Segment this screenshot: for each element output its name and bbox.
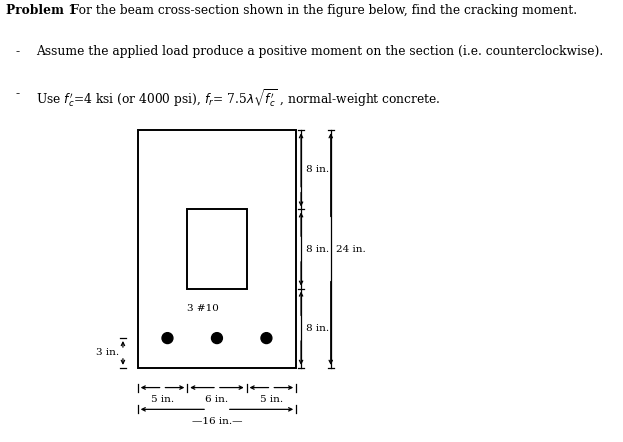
Text: For the beam cross-section shown in the figure below, find the cracking moment.: For the beam cross-section shown in the …	[67, 4, 577, 17]
Text: 5 in.: 5 in.	[260, 396, 283, 404]
Text: —16 in.—: —16 in.—	[192, 417, 242, 426]
Text: 3 #10: 3 #10	[188, 305, 219, 313]
Text: Use $f_c'$=4 ksi (or 4000 psi), $f_r$= 7.5$\lambda\sqrt{f_c'}$ , normal-weight c: Use $f_c'$=4 ksi (or 4000 psi), $f_r$= 7…	[36, 87, 440, 109]
Text: 8 in.: 8 in.	[306, 244, 329, 254]
Text: 8 in.: 8 in.	[306, 324, 329, 333]
Circle shape	[211, 333, 222, 343]
Text: 6 in.: 6 in.	[206, 396, 229, 404]
Bar	[138, 130, 296, 368]
Circle shape	[162, 333, 173, 343]
Text: Problem 1: Problem 1	[6, 4, 77, 17]
Text: 3 in.: 3 in.	[96, 348, 119, 358]
Text: -: -	[16, 45, 19, 58]
Circle shape	[261, 333, 272, 343]
Text: Assume the applied load produce a positive moment on the section (i.e. countercl: Assume the applied load produce a positi…	[36, 45, 603, 58]
Text: 8 in.: 8 in.	[306, 165, 329, 175]
Text: -: -	[16, 87, 19, 100]
Bar	[188, 210, 247, 289]
Text: 24 in.: 24 in.	[336, 244, 366, 254]
Text: 5 in.: 5 in.	[151, 396, 174, 404]
